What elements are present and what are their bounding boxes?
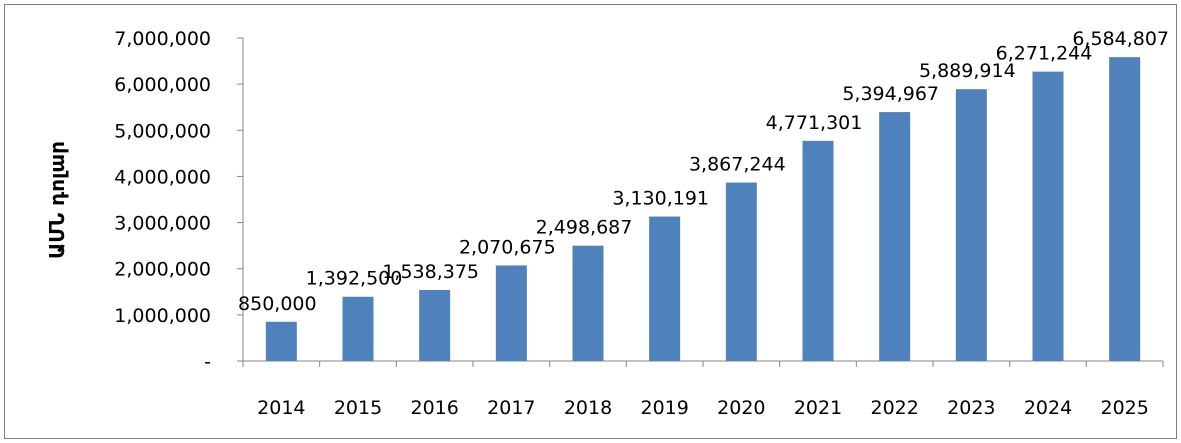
bar — [419, 290, 451, 361]
x-tick-label: 2022 — [870, 397, 918, 419]
bar — [955, 89, 987, 362]
y-tick-label: - — [204, 351, 211, 373]
bar — [572, 245, 604, 361]
x-tick-label: 2015 — [334, 397, 382, 419]
x-tick-label: 2018 — [564, 397, 612, 419]
bar — [1109, 57, 1141, 361]
bar — [725, 182, 757, 361]
data-label: 2,498,687 — [536, 217, 633, 239]
x-tick-label: 2014 — [257, 397, 305, 419]
data-label: 5,889,914 — [919, 60, 1016, 82]
y-tick-label: 7,000,000 — [114, 28, 211, 50]
bars — [265, 57, 1141, 362]
data-label: 6,271,244 — [996, 43, 1093, 65]
bar — [342, 296, 374, 361]
data-label: 5,394,967 — [842, 83, 939, 105]
x-tick-label: 2016 — [410, 397, 458, 419]
x-tick-label: 2017 — [487, 397, 535, 419]
x-tick-label: 2023 — [947, 397, 995, 419]
data-label: 6,584,807 — [1072, 28, 1169, 50]
bar — [879, 112, 911, 361]
data-label: 850,000 — [238, 293, 317, 315]
y-axis-title: ԱՄՆ դոլար — [45, 141, 69, 259]
x-tick-label: 2020 — [717, 397, 765, 419]
axes: - 1,000,000 2,000,000 3,000,000 4,000,000 5,0… — [114, 28, 1164, 419]
bar — [495, 265, 527, 361]
data-label: 1,392,500 — [306, 268, 403, 290]
bar — [265, 321, 297, 361]
x-tick-label: 2019 — [640, 397, 688, 419]
y-tick-label: 6,000,000 — [114, 74, 211, 96]
data-label: 2,070,675 — [459, 236, 556, 258]
data-label: 1,538,375 — [382, 261, 479, 283]
y-tick-label: 4,000,000 — [114, 166, 211, 188]
bar — [649, 216, 681, 361]
bar — [802, 140, 834, 361]
data-label: 3,130,191 — [612, 188, 709, 210]
data-label: 3,867,244 — [689, 154, 786, 176]
x-tick-label: 2024 — [1024, 397, 1072, 419]
data-label: 4,771,301 — [766, 112, 863, 134]
y-tick-label: 1,000,000 — [114, 305, 211, 327]
x-tick-label: 2025 — [1100, 397, 1148, 419]
y-tick-label: 3,000,000 — [114, 213, 211, 235]
y-tick-label: 5,000,000 — [114, 120, 211, 142]
x-tick-label: 2021 — [794, 397, 842, 419]
bar — [1032, 71, 1064, 361]
y-tick-label: 2,000,000 — [114, 259, 211, 281]
